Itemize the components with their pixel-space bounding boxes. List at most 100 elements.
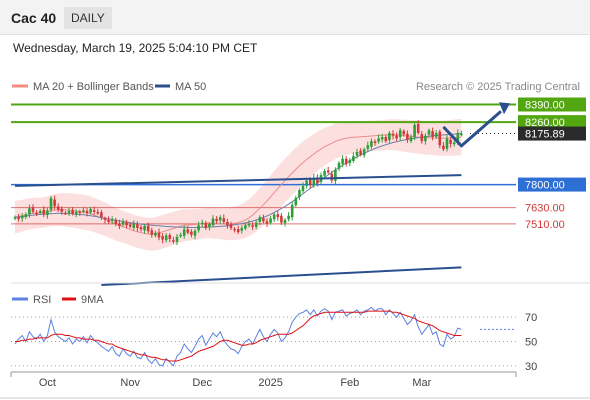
legend-entry: MA 50 [175,81,206,93]
candle-body [226,221,229,226]
candle-body [13,217,17,219]
candle-body [193,230,197,236]
candle-body [236,229,240,233]
candle-body [132,223,136,228]
candle-body [60,208,64,212]
candle-body [265,221,269,224]
candle-body [323,171,326,176]
candle-body [330,173,334,181]
level-label: 8260.00 [525,117,565,129]
candle-body [82,210,85,212]
candle-body [89,209,92,213]
candle-body [269,218,272,223]
x-tick-label: Feb [340,377,359,389]
x-tick-label: Oct [39,377,56,389]
credit-text: Research © 2025 Trading Central [416,81,580,93]
candle-body [42,209,46,215]
candle-body [445,138,449,149]
candle-body [452,142,456,145]
candle-body [38,211,42,213]
symbol-title: Cac 40 [11,10,57,26]
candle-body [251,225,254,227]
candle-body [431,131,434,138]
period-button[interactable]: DAILY [64,7,112,29]
candle-body [157,232,161,238]
candle-body [67,211,71,214]
candle-body [218,217,222,221]
candle-body [74,211,78,215]
candle-body [107,219,110,222]
candle-body [31,207,35,212]
candle-body [110,219,114,221]
candle-body [49,198,53,210]
candle-body [420,134,424,142]
level-tag [518,115,586,130]
candle-body [175,236,179,242]
level-label: 7630.00 [525,203,565,215]
candle-body [244,225,247,229]
ma50-line [14,133,462,228]
legend-entry: RSI [33,294,51,306]
candle-body [222,218,226,222]
candle-body [92,210,96,212]
candle-body [449,139,452,144]
x-tick-label: 2025 [258,377,282,389]
candle-body [96,211,100,214]
rsi-tick-label: 30 [525,361,537,373]
candle-body [262,218,265,222]
candle-body [190,231,193,235]
candle-body [103,218,107,220]
ma20-line [14,134,462,235]
candle-body [28,208,31,215]
candle-body [384,137,388,142]
candle-body [197,225,200,231]
bollinger-band [15,118,462,251]
candle-body [290,204,294,218]
candle-body [215,218,218,222]
candle-body [434,133,438,137]
time-axis: Oct Nov Dec 2025 Feb Mar [0,371,590,399]
candle-body [172,240,175,242]
candle-body [398,130,402,138]
candle-body [413,124,416,138]
candle-body [128,224,132,227]
candle-body [391,133,395,136]
candle-body [424,135,427,142]
scenario-path [442,110,502,148]
candle-body [377,138,380,142]
legend: MA 20 + Bollinger Bands MA 50 Research © 2… [12,81,580,306]
candle-body [326,170,330,173]
candle-body [370,141,373,147]
candle-body [258,217,262,222]
candle-body [229,224,233,228]
candle-body [121,221,125,225]
candle-body [53,199,56,207]
candle-body [254,222,258,227]
candle-body [272,214,276,220]
candle-body [200,222,204,225]
candle-body [355,152,359,156]
candle-body [305,180,308,186]
legend-entry: MA 20 + Bollinger Bands [33,81,154,93]
candle-body [341,158,344,164]
candle-body [380,137,384,140]
rsi-chart: 70 50 30 [11,306,537,373]
candle-body [164,235,168,241]
scenario-arrowhead [499,102,510,115]
candle-body [373,141,377,143]
candle-body [344,158,348,165]
candle-body [427,130,431,135]
candle-body [143,225,146,231]
candle-body [168,234,172,239]
candle-body [298,190,301,198]
trendline [101,266,462,286]
candle-body [362,149,366,156]
candle-body [136,224,139,228]
level-tag [518,126,586,141]
candle-body [204,223,208,228]
candle-body [154,232,157,236]
candle-body [312,177,316,186]
candle-body [24,214,28,217]
